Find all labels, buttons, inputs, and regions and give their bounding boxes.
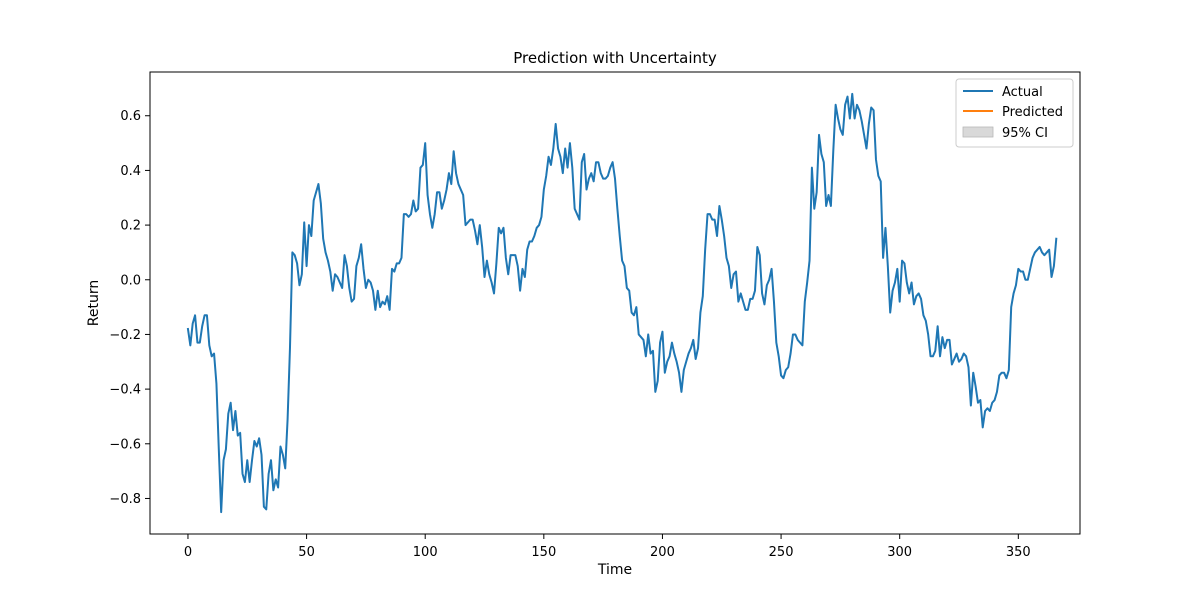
y-tick-label: −0.2 bbox=[109, 328, 141, 343]
x-tick-label: 350 bbox=[1006, 545, 1031, 560]
y-axis-title: Return bbox=[86, 280, 102, 326]
y-tick-label: 0.0 bbox=[120, 273, 141, 288]
x-tick-label: 150 bbox=[531, 545, 556, 560]
y-tick-label: −0.4 bbox=[109, 383, 141, 398]
x-tick-label: 300 bbox=[887, 545, 912, 560]
y-tick-label: 0.2 bbox=[120, 219, 141, 234]
y-tick-label: 0.4 bbox=[120, 164, 141, 179]
legend: Actual Predicted 95% CI bbox=[955, 78, 1074, 148]
x-tick-label: 250 bbox=[769, 545, 794, 560]
x-tick-label: 100 bbox=[413, 545, 438, 560]
series-line-actual bbox=[186, 92, 1058, 514]
legend-ci-label: 95% CI bbox=[1002, 126, 1048, 141]
legend-actual-label: Actual bbox=[1002, 85, 1043, 100]
x-axis-title: Time bbox=[597, 562, 632, 578]
y-tick-label: −0.8 bbox=[109, 492, 141, 507]
series-layer bbox=[186, 92, 1058, 514]
x-tick-label: 200 bbox=[650, 545, 675, 560]
x-axis: 0 50 100 150 200 250 300 350 bbox=[184, 534, 1031, 560]
x-tick-label: 0 bbox=[184, 545, 192, 560]
legend-ci-swatch bbox=[962, 126, 994, 138]
y-tick-label: 0.6 bbox=[120, 109, 141, 124]
y-tick-label: −0.6 bbox=[109, 437, 141, 452]
legend-predicted-label: Predicted bbox=[1002, 105, 1063, 120]
plot-area-frame bbox=[149, 71, 1081, 535]
y-axis: −0.8 −0.6 −0.4 −0.2 0.0 0.2 0.4 0.6 bbox=[109, 109, 150, 507]
chart-title: Prediction with Uncertainty bbox=[513, 49, 717, 67]
x-tick-label: 50 bbox=[298, 545, 315, 560]
